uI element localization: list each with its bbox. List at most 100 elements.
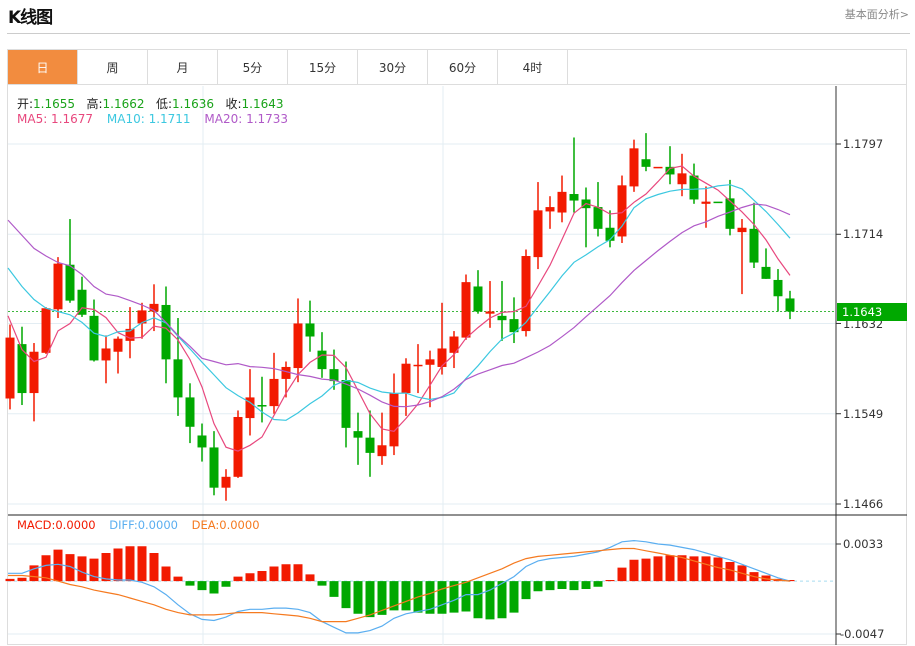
candle-body [233,416,243,477]
candle-body [137,310,147,324]
candle [581,187,591,248]
tab-30min[interactable]: 30分 [358,50,428,84]
macd-bar [497,581,507,619]
candle-body [473,286,483,312]
candle [389,373,399,456]
candle [257,376,267,423]
ma10-line [7,184,791,421]
candle-body [713,201,723,204]
candle [65,219,75,303]
macd-bar [161,566,171,582]
macd-bar [665,555,675,582]
candle-body [113,338,123,352]
macd-bar [41,555,51,582]
low-value: 1.1636 [172,97,215,111]
open-label: 开: [17,97,34,111]
macd-bar [509,581,519,613]
macd-bar [365,581,375,618]
candle [689,163,699,204]
macd-bar [689,556,699,582]
candle [629,139,639,192]
candle [77,276,87,317]
macd-bar [5,578,15,582]
close-value: 1.1643 [241,97,284,111]
candle-body [197,435,207,448]
ma20-legend: MA20: 1.1733 [204,112,289,126]
candle [149,284,159,332]
low-label: 低: [156,97,173,111]
candle-body [329,369,339,382]
candle [557,175,567,223]
macd-bar [617,567,627,582]
tab-4hour[interactable]: 4时 [498,50,568,84]
candle [605,210,615,248]
candle-body [209,447,219,488]
macd-bar [137,546,147,582]
candle [785,290,795,320]
candle [473,270,483,314]
dea-line [8,547,791,623]
tab-week[interactable]: 周 [78,50,148,84]
candle [185,383,195,444]
macd-bar [473,581,483,619]
ma10-legend: MA10: 1.1711 [106,112,191,126]
macd-bar [221,581,231,587]
macd-bar [569,581,579,591]
candle [137,302,147,339]
macd-bar [641,558,651,582]
period-tabs: 日 周 月 5分 15分 30分 60分 4时 [7,49,907,85]
candle [377,412,387,465]
candle [125,307,135,359]
candle-body [293,323,303,369]
macd-bar [353,581,363,614]
candle [53,257,63,319]
candle-body [785,298,795,312]
macd-bar [29,565,39,582]
candle-body [545,207,555,212]
candle [749,202,759,268]
candle [641,133,651,172]
candle [113,336,123,374]
candle [341,361,351,448]
candle-body [401,363,411,394]
macd-bar [101,553,111,582]
ma5-legend: MA5: 1.1677 [17,112,94,126]
candle [5,324,15,410]
macd-bar [89,558,99,582]
fundamental-analysis-link[interactable]: 基本面分析> [844,8,909,21]
tab-60min[interactable]: 60分 [428,50,498,84]
tab-5min[interactable]: 5分 [218,50,288,84]
candle [425,350,435,408]
candle [161,286,171,384]
price-tick: 1.1466 [843,497,883,511]
candle [725,179,735,236]
candle-body [605,227,615,241]
tab-15min[interactable]: 15分 [288,50,358,84]
macd-bar [425,581,435,614]
macd-bar [701,556,711,582]
candle [221,469,231,501]
candle [101,335,111,384]
open-value: 1.1655 [33,97,76,111]
candle-body [41,308,51,353]
candle [533,182,543,270]
macd-bar [293,564,303,582]
candle-body [305,323,315,337]
high-label: 高: [86,97,103,111]
candle-body [701,201,711,204]
candle-body [389,393,399,447]
macd-bar [305,574,315,582]
candle [209,431,219,496]
tab-day[interactable]: 日 [8,50,78,84]
tab-month[interactable]: 月 [148,50,218,84]
candle [449,331,459,369]
candle-body [749,228,759,263]
macd-bar [77,556,87,582]
candle-body [353,431,363,438]
macd-bar [185,581,195,586]
candle-body [461,282,471,338]
macd-bar [245,573,255,582]
candle-body [761,266,771,279]
candle-body [509,319,519,333]
